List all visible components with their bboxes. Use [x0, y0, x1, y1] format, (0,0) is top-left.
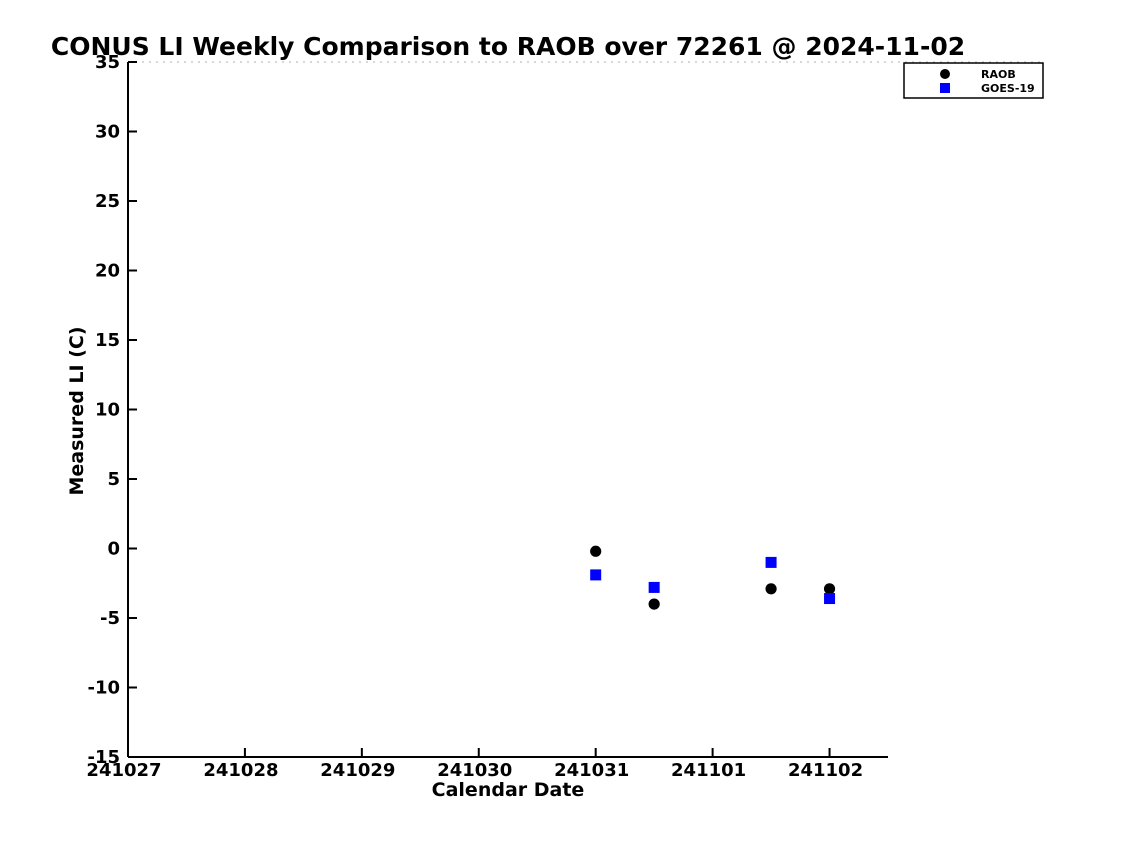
y-tick-label: 0: [107, 539, 120, 560]
data-point-raob: [648, 598, 660, 610]
data-point-raob: [765, 583, 777, 595]
y-tick-label: 35: [95, 52, 120, 73]
legend-box: [903, 62, 1044, 99]
x-tick-label: 241030: [437, 760, 512, 781]
legend-label: GOES-19: [981, 82, 1035, 95]
y-tick-label: -15: [87, 747, 120, 768]
x-tick-label: 241028: [203, 760, 278, 781]
x-tick-label: 241102: [788, 760, 863, 781]
data-point-goes-19: [824, 593, 836, 605]
x-tick-label: 241027: [86, 760, 161, 781]
y-tick-label: -5: [100, 608, 120, 629]
y-tick-label: -10: [87, 678, 120, 699]
y-tick-label: 25: [95, 191, 120, 212]
legend-marker-circle: [940, 69, 950, 79]
data-point-goes-19: [590, 569, 602, 581]
y-tick-label: 30: [95, 122, 120, 143]
chart-title: CONUS LI Weekly Comparison to RAOB over …: [51, 32, 965, 61]
y-tick-label: 5: [107, 469, 120, 490]
y-axis-label: Measured LI (C): [66, 326, 88, 495]
data-point-raob: [823, 583, 836, 595]
data-point-goes-19: [648, 581, 660, 593]
data-point-goes-19: [765, 556, 777, 568]
y-tick-label: 10: [95, 400, 120, 421]
data-point-raob: [590, 545, 602, 557]
y-tick-label: 20: [95, 261, 120, 282]
y-tick-label: 15: [95, 330, 120, 351]
legend-label: RAOB: [981, 68, 1016, 81]
x-tick-label: 241029: [320, 760, 395, 781]
x-axis-label: Calendar Date: [432, 779, 585, 801]
x-tick-label: 241101: [671, 760, 746, 781]
x-tick-label: 241031: [554, 760, 629, 781]
legend-marker-square: [940, 83, 950, 93]
